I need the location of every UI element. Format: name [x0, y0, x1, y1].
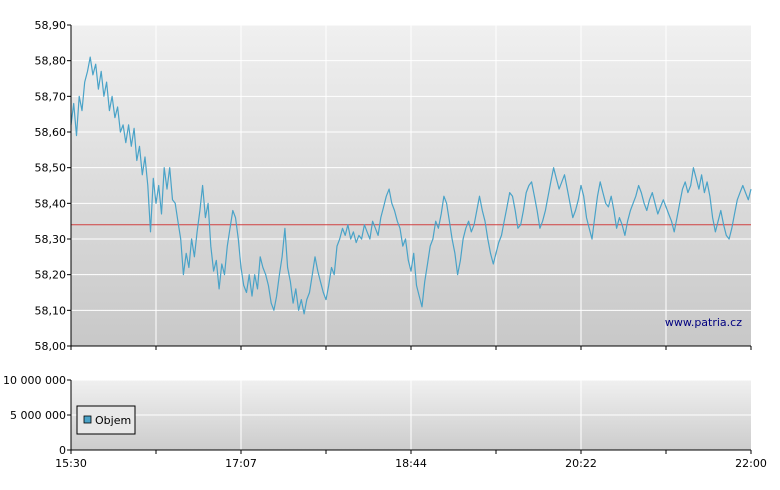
volume-legend: Objem — [76, 405, 136, 435]
price-y-tick-label: 58,30 — [35, 233, 67, 246]
volume-y-tick-label: 0 — [59, 444, 66, 457]
price-y-tick-label: 58,20 — [35, 269, 67, 282]
price-y-tick-label: 58,70 — [35, 90, 67, 103]
x-tick-label: 17:07 — [225, 457, 257, 470]
price-y-tick-label: 58,50 — [35, 162, 67, 175]
x-tick-label: 15:30 — [55, 457, 87, 470]
watermark: www.patria.cz — [665, 316, 742, 329]
volume-panel: 0 5 000 000 10 000 000 Objem — [3, 374, 751, 457]
legend-label: Objem — [95, 414, 131, 427]
volume-y-axis: 0 5 000 000 10 000 000 — [3, 374, 751, 457]
price-grid — [71, 24, 751, 347]
x-tick-label: 18:44 — [395, 457, 427, 470]
price-y-tick-label: 58,60 — [35, 126, 67, 139]
price-y-tick-label: 58,40 — [35, 197, 67, 210]
price-y-tick-label: 58,90 — [35, 19, 67, 32]
price-panel: 58,00 58,10 58,20 58,30 58,40 58,50 58,60 58,70… — [35, 19, 752, 353]
price-y-tick-label: 58,00 — [35, 340, 67, 353]
time-x-axis: 15:30 17:07 18:44 20:22 22:00 — [55, 450, 767, 470]
price-series-line — [70, 56, 752, 315]
x-tick-label: 20:22 — [565, 457, 597, 470]
volume-grid — [71, 379, 751, 450]
price-y-tick-label: 58,80 — [35, 55, 67, 68]
volume-y-tick-label: 5 000 000 — [10, 409, 66, 422]
price-series — [70, 56, 752, 315]
legend-swatch — [83, 415, 92, 424]
volume-y-tick-label: 10 000 000 — [3, 374, 66, 387]
x-tick-label: 22:00 — [735, 457, 767, 470]
price-y-tick-label: 58,10 — [35, 304, 67, 317]
price-y-axis: 58,00 58,10 58,20 58,30 58,40 58,50 58,60 58,70… — [35, 19, 752, 353]
